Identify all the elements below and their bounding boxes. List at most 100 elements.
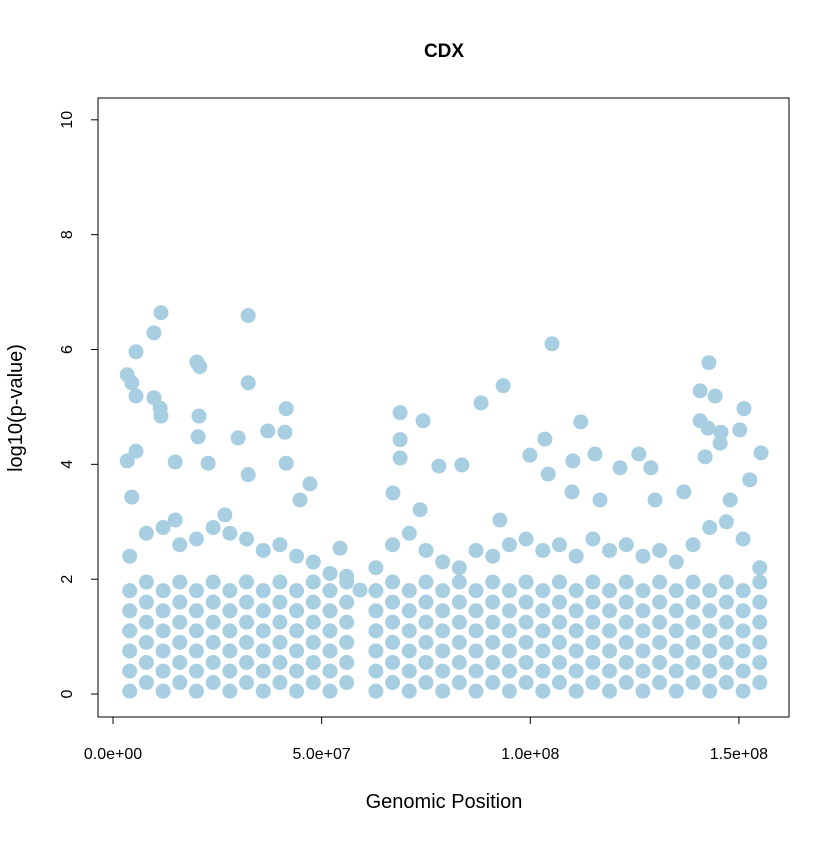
point (468, 623, 484, 639)
point (239, 594, 255, 610)
point (191, 408, 207, 424)
point (712, 435, 728, 451)
point (289, 548, 305, 564)
point (188, 603, 204, 619)
point (451, 574, 467, 590)
point (435, 683, 451, 699)
point (255, 603, 271, 619)
point (602, 542, 618, 558)
point (592, 492, 608, 508)
point (585, 574, 601, 590)
point (240, 375, 256, 391)
point (122, 683, 138, 699)
point (485, 654, 501, 670)
point (217, 507, 233, 523)
point (668, 623, 684, 639)
point (518, 634, 534, 650)
point (535, 542, 551, 558)
point (685, 574, 701, 590)
point (418, 675, 434, 691)
point (501, 683, 517, 699)
point (535, 663, 551, 679)
point (239, 531, 255, 547)
point (612, 460, 628, 476)
point (205, 634, 221, 650)
point (602, 623, 618, 639)
point (451, 675, 467, 691)
point (752, 574, 768, 590)
point (635, 623, 651, 639)
point (412, 502, 428, 518)
point (205, 520, 221, 536)
point (138, 675, 154, 691)
point (128, 443, 144, 459)
point (322, 663, 338, 679)
point (718, 614, 734, 630)
point (278, 455, 294, 471)
point (385, 675, 401, 691)
point (260, 423, 276, 439)
point (752, 675, 768, 691)
y-tick-label: 0 (59, 689, 76, 698)
point (292, 492, 308, 508)
point (518, 675, 534, 691)
point (122, 583, 138, 599)
point (272, 654, 288, 670)
point (368, 603, 384, 619)
point (635, 643, 651, 659)
point (652, 574, 668, 590)
point (573, 414, 589, 430)
point (305, 574, 321, 590)
point (468, 542, 484, 558)
point (722, 492, 738, 508)
point (702, 520, 718, 536)
point (685, 654, 701, 670)
point (565, 453, 581, 469)
point (701, 355, 717, 371)
point (322, 683, 338, 699)
point (468, 603, 484, 619)
point (435, 623, 451, 639)
point (697, 449, 713, 465)
point (485, 548, 501, 564)
point (272, 614, 288, 630)
point (339, 614, 355, 630)
point (753, 445, 769, 461)
point (188, 623, 204, 639)
point (385, 634, 401, 650)
point (322, 583, 338, 599)
point (322, 603, 338, 619)
point (485, 614, 501, 630)
point (702, 623, 718, 639)
point (652, 594, 668, 610)
point (707, 388, 723, 404)
point (124, 375, 140, 391)
point (618, 614, 634, 630)
point (278, 401, 294, 417)
y-axis-label: log10(p-value) (5, 344, 27, 472)
point (418, 574, 434, 590)
point (685, 614, 701, 630)
point (222, 603, 238, 619)
point (401, 663, 417, 679)
point (239, 614, 255, 630)
point (718, 634, 734, 650)
point (685, 634, 701, 650)
point (255, 643, 271, 659)
point (305, 675, 321, 691)
point (155, 520, 171, 536)
point (454, 457, 470, 473)
point (172, 574, 188, 590)
point (451, 560, 467, 576)
point (138, 634, 154, 650)
point (540, 466, 556, 482)
point (702, 683, 718, 699)
point (736, 401, 752, 417)
point (585, 594, 601, 610)
point (339, 634, 355, 650)
point (255, 623, 271, 639)
point (368, 583, 384, 599)
point (205, 574, 221, 590)
point (172, 654, 188, 670)
